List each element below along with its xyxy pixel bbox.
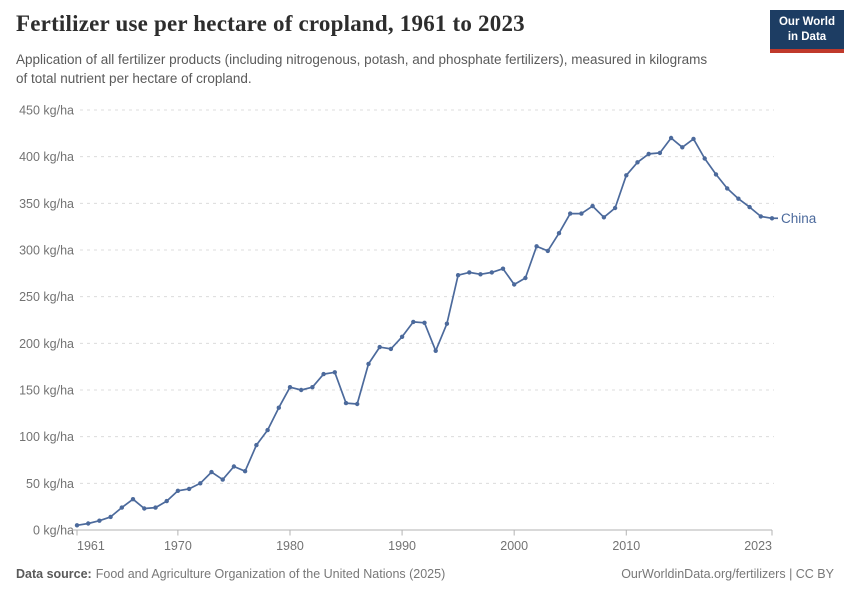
- y-tick-label: 250 kg/ha: [19, 290, 74, 304]
- y-tick-label: 150 kg/ha: [19, 384, 74, 398]
- page-title: Fertilizer use per hectare of cropland, …: [16, 11, 525, 36]
- data-source-text: Food and Agriculture Organization of the…: [95, 567, 446, 581]
- data-point: [287, 385, 293, 390]
- data-point: [455, 273, 461, 278]
- data-point: [433, 348, 438, 353]
- data-point: [321, 371, 326, 377]
- series-label-china[interactable]: China: [781, 211, 817, 226]
- credit-link[interactable]: OurWorldinData.org/fertilizers | CC BY: [621, 567, 834, 581]
- data-point: [702, 156, 707, 161]
- data-point: [130, 497, 136, 502]
- data-point: [590, 203, 595, 209]
- data-point: [612, 205, 618, 211]
- x-tick-label: 2000: [500, 539, 528, 553]
- data-point: [310, 385, 315, 390]
- chart-subtitle: Application of all fertilizer products (…: [16, 52, 708, 86]
- data-point: [377, 344, 382, 350]
- y-tick-label: 400 kg/ha: [19, 150, 74, 164]
- chart-footer: Data source: Food and Agriculture Organiz…: [16, 567, 834, 581]
- owid-logo-line2: in Data: [787, 30, 827, 43]
- y-tick-label: 200 kg/ha: [19, 337, 74, 351]
- x-axis: 1961 1970 1980 1990 2000 2010 2023: [72, 529, 773, 553]
- data-point: [142, 506, 147, 511]
- data-point: [97, 518, 102, 523]
- data-point: [758, 214, 763, 219]
- gridlines: [80, 109, 774, 484]
- data-point: [399, 334, 405, 339]
- data-point: [422, 320, 427, 325]
- data-point: [568, 211, 573, 216]
- y-axis-labels: 0 kg/ha 50 kg/ha 100 kg/ha 150 kg/ha 200 kg/…: [19, 104, 74, 538]
- y-tick-label: 100 kg/ha: [19, 430, 74, 444]
- data-point: [713, 172, 719, 177]
- data-point: [164, 498, 169, 504]
- data-point: [198, 481, 203, 486]
- y-tick-label: 450 kg/ha: [19, 104, 74, 118]
- data-point: [668, 135, 674, 141]
- x-tick-label: 1970: [164, 539, 192, 553]
- data-point: [153, 505, 158, 510]
- y-tick-label: 350 kg/ha: [19, 197, 74, 211]
- data-point: [388, 346, 394, 352]
- data-point: [254, 442, 259, 448]
- y-tick-label: 300 kg/ha: [19, 244, 74, 258]
- data-point: [657, 150, 663, 156]
- owid-logo-line1: Our World: [778, 16, 835, 28]
- data-source-label: Data source:: [16, 567, 92, 581]
- data-point: [489, 270, 494, 275]
- data-point: [680, 145, 685, 150]
- china-line[interactable]: [76, 137, 773, 527]
- data-point: [265, 427, 270, 433]
- data-point: [175, 488, 181, 493]
- data-point: [366, 361, 371, 367]
- data-point: [186, 486, 192, 492]
- data-point: [478, 272, 483, 277]
- owid-logo[interactable]: Our World in Data: [770, 10, 844, 53]
- data-point: [500, 266, 506, 271]
- data-point: [220, 477, 225, 482]
- data-point: [209, 469, 214, 475]
- data-point: [108, 514, 113, 520]
- data-point: [231, 464, 237, 469]
- data-point: [355, 401, 360, 407]
- data-point: [691, 136, 696, 142]
- y-tick-label: 50 kg/ha: [26, 477, 74, 491]
- data-point: [736, 196, 741, 201]
- data-point: [624, 173, 629, 178]
- data-point: [86, 521, 91, 526]
- data-point: [276, 405, 281, 410]
- data-source: Data source: Food and Agriculture Organiz…: [16, 567, 445, 581]
- x-tick-label: 1961: [77, 539, 105, 553]
- data-point: [512, 282, 517, 287]
- x-tick-label: 2010: [612, 539, 640, 553]
- data-point: [545, 248, 550, 254]
- data-point: [556, 231, 562, 236]
- data-point: [242, 469, 248, 474]
- data-point: [343, 400, 349, 406]
- x-tick-label: 1980: [276, 539, 304, 553]
- data-point: [747, 204, 752, 210]
- data-point: [467, 270, 472, 275]
- data-point: [74, 523, 80, 528]
- data-point: [601, 215, 607, 220]
- data-point: [579, 211, 584, 216]
- data-point: [635, 160, 640, 165]
- x-tick-label: 2023: [744, 539, 772, 553]
- data-point: [725, 186, 730, 191]
- data-point: [332, 370, 337, 375]
- y-tick-label: 0 kg/ha: [33, 524, 74, 538]
- data-point: [646, 151, 651, 157]
- data-point: [523, 275, 528, 281]
- data-points: [74, 135, 775, 528]
- data-point: [534, 244, 539, 249]
- data-point: [444, 321, 450, 326]
- data-point: [411, 319, 416, 325]
- data-point: [299, 387, 304, 393]
- data-point: [119, 505, 125, 510]
- x-tick-label: 1990: [388, 539, 416, 553]
